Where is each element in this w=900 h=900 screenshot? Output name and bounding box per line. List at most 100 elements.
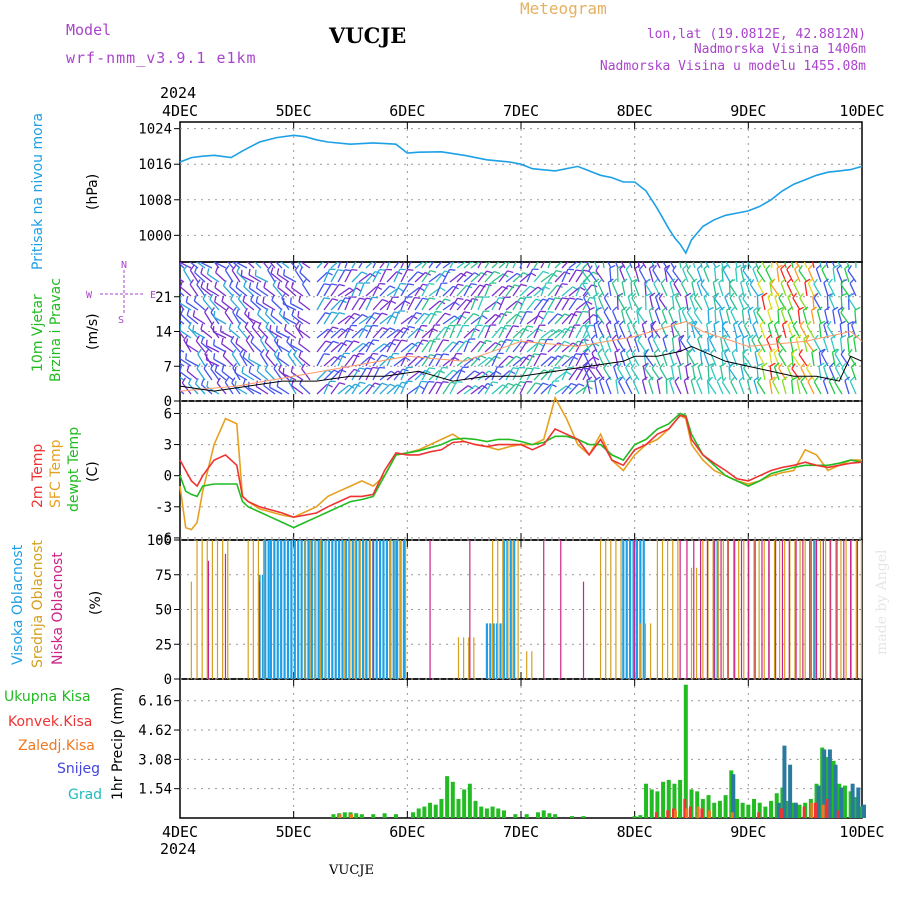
wind-barb-flag <box>784 251 789 254</box>
wind-barb <box>386 311 395 325</box>
wind-barb-flag <box>742 334 749 339</box>
wind-barb-flag <box>778 362 783 369</box>
wind-barb <box>746 262 752 269</box>
wind-barb-flag <box>697 362 704 368</box>
wind-barb <box>195 262 206 269</box>
legend-conv-precip: Konvek.Kisa <box>8 714 92 730</box>
wind-barb <box>586 262 591 269</box>
wind-barb-flag <box>197 348 202 355</box>
wind-barb-flag <box>740 362 747 367</box>
wind-barb <box>696 282 703 297</box>
wind-barb-flag <box>230 293 235 300</box>
wind-barb-flag <box>759 251 763 255</box>
wind-barb-flag <box>721 321 727 327</box>
wind-barb <box>670 324 675 339</box>
wind-barb <box>414 325 422 339</box>
wind-barb-flag <box>682 264 688 270</box>
wind-barb-flag <box>444 312 451 316</box>
wind-barb <box>644 281 647 297</box>
wind-barb <box>344 354 355 367</box>
wind-barb-flag <box>276 268 280 275</box>
wind-barb <box>575 311 583 325</box>
wind-barb <box>844 380 850 395</box>
total-precip-bar <box>456 798 461 818</box>
wind-barb <box>255 275 269 283</box>
snow-bar <box>850 783 855 818</box>
wind-barb-flag <box>214 256 215 262</box>
total-precip-bar <box>717 800 722 818</box>
wind-barb-flag <box>841 362 847 369</box>
wind-barb <box>379 341 391 353</box>
wind-barb-flag <box>740 264 747 269</box>
wind-barb <box>526 342 539 353</box>
wind-barb <box>654 310 661 325</box>
wind-barb-flag <box>345 339 352 343</box>
total-precip-bar <box>513 814 518 818</box>
wind-barb <box>605 380 612 395</box>
wind-barb-flag <box>786 264 792 270</box>
wind-barb <box>719 366 724 381</box>
wind-barb <box>477 370 490 381</box>
wind-barb-flag <box>245 335 251 341</box>
wind-ylabel-1: 10m Vjetar <box>30 294 46 372</box>
x-tick-label-top: 6DEC <box>389 102 425 120</box>
wind-barb-flag <box>847 265 852 271</box>
wind-barb-flag <box>654 306 661 312</box>
wind-barb-flag <box>428 380 435 383</box>
wind-barb-flag <box>255 380 259 387</box>
wind-barb-flag <box>187 254 189 260</box>
wind-barb <box>323 311 333 325</box>
wind-barb <box>221 370 234 381</box>
wind-barb <box>692 262 696 269</box>
wind-barb <box>786 283 794 297</box>
y-tick-label: 6 <box>164 406 172 422</box>
wind-barb <box>234 262 248 269</box>
wind-barb <box>533 262 539 269</box>
wind-barb <box>498 355 510 367</box>
wind-barb <box>372 382 383 395</box>
y-tick-label: 0 <box>164 672 172 688</box>
conv-precip-bar <box>825 798 829 818</box>
wind-barb <box>798 354 808 367</box>
wind-barb <box>613 324 619 339</box>
wind-barb <box>769 380 773 395</box>
total-precip-bar <box>644 783 649 818</box>
wind-barb-flag <box>414 296 421 299</box>
wind-barb <box>270 272 283 283</box>
wind-barb-flag <box>417 271 424 275</box>
wind-barb-flag <box>237 293 243 300</box>
snow-bar <box>833 764 838 818</box>
wind-barb <box>674 381 682 395</box>
total-precip-bar <box>638 815 643 818</box>
y-tick-label: 6.16 <box>138 694 172 710</box>
wind-barb-flag <box>401 381 408 385</box>
wind-barb-flag <box>437 257 443 258</box>
wind-barb <box>678 366 682 381</box>
wind-barb <box>554 354 565 367</box>
wind-barb <box>575 262 583 269</box>
wind-barb <box>358 367 367 381</box>
wind-barb-flag <box>761 292 768 297</box>
wind-barb <box>180 319 185 325</box>
wind-barb-flag <box>697 334 703 340</box>
wind-barb <box>839 324 843 339</box>
total-precip-bar <box>734 798 739 818</box>
wind-barb-flag <box>830 334 837 340</box>
wind-barb-flag <box>744 251 748 256</box>
wind-barb-flag <box>507 382 514 386</box>
wind-barb-flag <box>797 306 804 311</box>
wind-barb-flag <box>823 320 829 326</box>
wind-barb-flag <box>780 264 786 270</box>
wind-barb <box>407 341 419 353</box>
wind-barb <box>271 299 283 311</box>
wind-barb-flag <box>724 348 730 354</box>
wind-barb <box>435 282 443 297</box>
y-tick-label: 1008 <box>138 193 172 209</box>
wind-barb-flag <box>265 349 270 356</box>
wind-barb <box>769 366 773 381</box>
wind-barb <box>850 366 857 381</box>
total-precip-bar <box>689 789 694 818</box>
wind-barb <box>180 371 192 381</box>
wind-barb-flag <box>232 362 238 369</box>
wind-barb <box>505 284 515 297</box>
